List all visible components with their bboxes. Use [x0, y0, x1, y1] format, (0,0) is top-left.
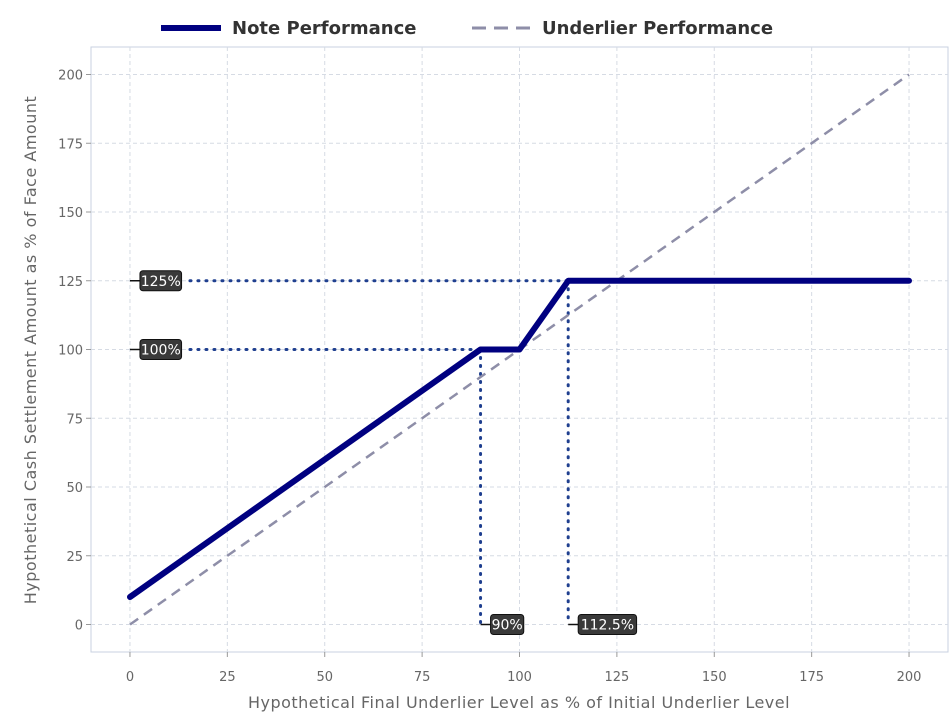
annotation-box — [577, 614, 638, 635]
y-axis-title: Hypothetical Cash Settlement Amount as %… — [21, 96, 40, 604]
annotations: 125% 100% 90% 112.5% — [129, 270, 638, 635]
reference-lines — [188, 279, 570, 626]
axis-ticks: 0 25 50 75 100 125 150 175 200 0 25 50 75 100 125 150 17… — [58, 69, 921, 686]
y-tick-label: 75 — [66, 412, 83, 427]
x-tick-label: 125 — [604, 670, 629, 685]
y-tick-label: 100 — [58, 344, 83, 359]
y-tick-label: 0 — [75, 619, 83, 634]
y-tick-label: 200 — [58, 69, 83, 84]
legend: Note Performance Underlier Performance — [161, 18, 773, 39]
annotation-label: 90% — [492, 618, 523, 634]
x-tick-label: 100 — [507, 670, 532, 685]
x-tick-label: 0 — [126, 670, 134, 685]
x-tick-label: 150 — [702, 670, 727, 685]
legend-label-note: Note Performance — [232, 18, 416, 39]
y-tick-label: 25 — [66, 550, 83, 565]
x-tick-label: 75 — [414, 670, 431, 685]
y-tick-label: 150 — [58, 206, 83, 221]
annotation-label: 112.5% — [581, 618, 634, 634]
legend-label-underlier: Underlier Performance — [542, 18, 773, 39]
annotation-label: 125% — [141, 274, 181, 290]
grid — [91, 47, 948, 652]
annotation-box — [139, 339, 183, 360]
y-tick-label: 175 — [58, 137, 83, 152]
x-axis-title: Hypothetical Final Underlier Level as % … — [248, 693, 790, 712]
note-performance-line — [127, 277, 912, 600]
y-tick-label: 50 — [66, 481, 83, 496]
x-tick-label: 50 — [316, 670, 333, 685]
annotation-label: 100% — [141, 343, 181, 359]
annotation-box — [139, 270, 183, 292]
series-lines — [127, 73, 912, 626]
x-tick-label: 200 — [897, 670, 922, 685]
annotation-box — [490, 614, 525, 635]
y-tick-label: 125 — [58, 275, 83, 290]
x-tick-label: 175 — [799, 670, 824, 685]
x-tick-label: 25 — [219, 670, 236, 685]
